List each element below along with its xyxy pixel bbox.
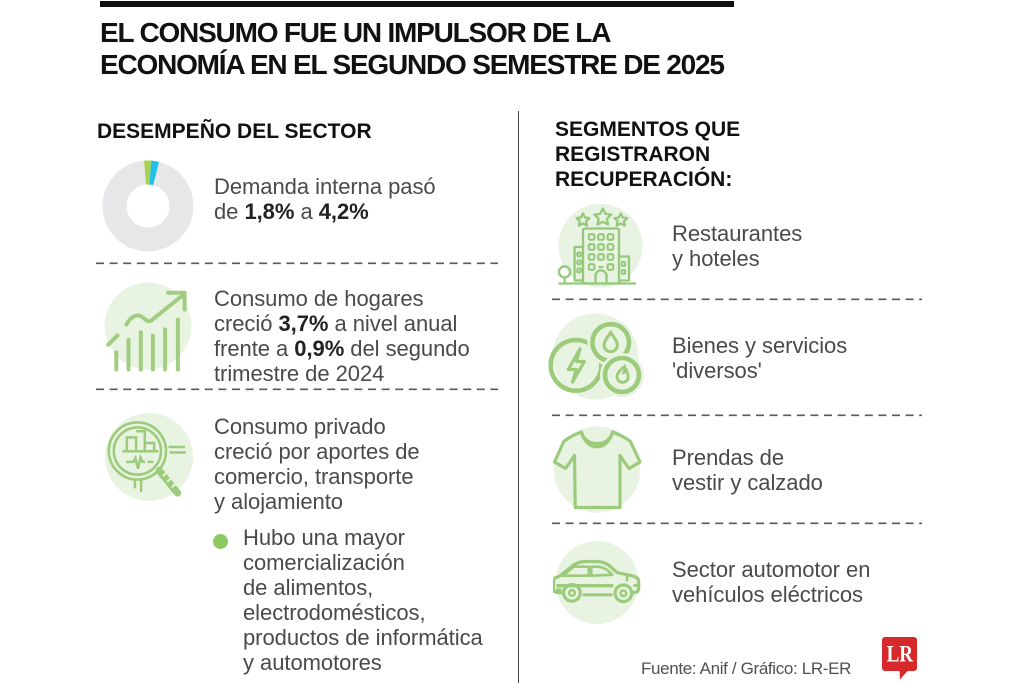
svg-text:LR: LR: [887, 642, 914, 667]
